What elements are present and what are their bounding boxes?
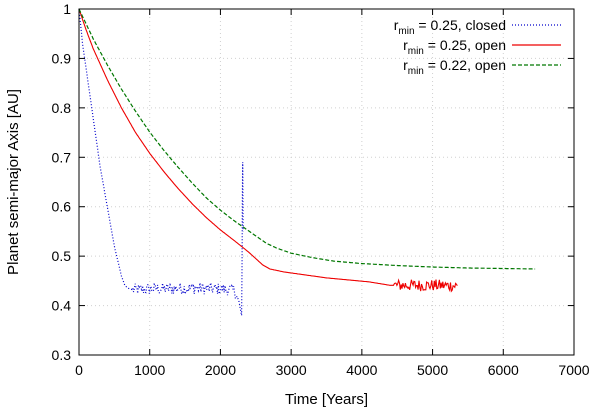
legend-entry-label: rmin = 0.22, open [403, 57, 506, 77]
plot-frame [78, 8, 575, 356]
legend-entry-label: rmin = 0.25, open [403, 37, 506, 57]
plot-series [78, 8, 536, 316]
y-tick-label: 0.3 [52, 347, 72, 363]
x-tick-label: 0 [75, 362, 83, 378]
y-tick-label: 0.5 [52, 248, 72, 264]
y-tick-label: 0.6 [52, 199, 72, 215]
x-tick-label: 5000 [417, 362, 448, 378]
x-tick-label: 4000 [346, 362, 377, 378]
y-tick-label: 0.7 [52, 149, 72, 165]
y-tick-label: 0.8 [52, 100, 72, 116]
x-tick-label: 6000 [488, 362, 519, 378]
legend-entry-label: rmin = 0.25, closed [394, 17, 506, 37]
axis-ticks: 0 1000 2000 3000 4000 5000 6000 7000 0.3 0.4 0.5 0.… [52, 1, 590, 378]
grid [79, 9, 574, 355]
x-axis-label: Time [Years] [285, 391, 368, 408]
series-line-2 [78, 8, 536, 270]
y-tick-label: 0.9 [52, 50, 72, 66]
series-line-0 [78, 8, 244, 316]
x-tick-label: 7000 [558, 362, 589, 378]
x-tick-label: 3000 [276, 362, 307, 378]
series-line-1 [78, 8, 458, 293]
y-tick-label: 0.4 [52, 298, 72, 314]
x-tick-label: 1000 [134, 362, 165, 378]
y-axis-label: Planet semi-major Axis [AU] [5, 89, 22, 275]
x-tick-label: 2000 [205, 362, 236, 378]
y-tick-label: 1 [63, 1, 71, 17]
